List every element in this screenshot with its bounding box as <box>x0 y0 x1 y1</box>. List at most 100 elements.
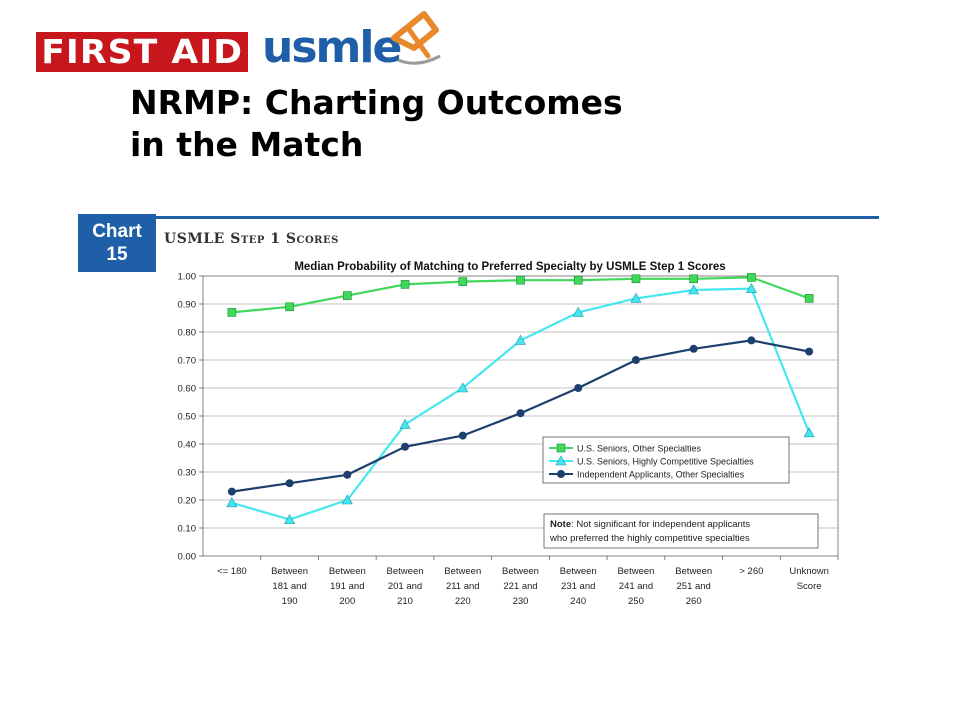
data-point <box>631 356 640 364</box>
x-tick-label: Between <box>502 566 539 577</box>
x-tick-label: 181 and <box>272 581 306 592</box>
data-point <box>343 470 352 479</box>
x-tick-label: Between <box>387 566 424 577</box>
y-tick-label: 0.40 <box>178 440 197 451</box>
x-tick-label: Between <box>271 566 308 577</box>
data-point <box>516 409 525 418</box>
data-point <box>399 418 411 429</box>
data-point <box>630 292 642 303</box>
data-point <box>804 294 814 303</box>
data-point <box>457 382 469 393</box>
data-point <box>227 308 237 317</box>
chart-number-badge: Chart 15 <box>78 214 156 272</box>
y-tick-label: 0.50 <box>178 412 197 423</box>
chart-title: Median Probability of Matching to Prefer… <box>294 261 725 273</box>
y-tick-label: 0.10 <box>178 524 197 535</box>
data-point <box>803 427 815 438</box>
chart-note: Note: Not significant for independent ap… <box>543 513 819 549</box>
y-tick-label: 0.70 <box>178 356 197 367</box>
legend-label: Independent Applicants, Other Specialtie… <box>577 470 745 480</box>
legend-swatch-marker <box>555 455 567 466</box>
chart-note-line2: who preferred the highly competitive spe… <box>549 533 750 544</box>
x-tick-label: Between <box>617 566 654 577</box>
y-tick-label: 0.80 <box>178 328 197 339</box>
data-point <box>688 284 700 295</box>
x-tick-label: Between <box>560 566 597 577</box>
x-tick-label: <= 180 <box>217 566 247 577</box>
x-tick-label: Score <box>797 581 822 592</box>
x-tick-label: 210 <box>397 596 413 607</box>
x-tick-label: Between <box>444 566 481 577</box>
data-point <box>227 487 236 496</box>
data-point <box>574 384 583 392</box>
x-tick-label: 260 <box>686 596 702 607</box>
x-tick-label: 221 and <box>503 581 537 592</box>
chart-note-label: Note <box>550 519 571 530</box>
chart-header-rule <box>156 216 879 219</box>
y-tick-label: 1.00 <box>178 272 197 283</box>
x-tick-label: 211 and <box>446 581 480 592</box>
x-tick-label: 251 and <box>677 581 711 592</box>
x-tick-label: 191 and <box>330 581 364 592</box>
data-point <box>400 280 410 289</box>
x-tick-label: 201 and <box>388 581 422 592</box>
data-point <box>516 275 525 285</box>
data-point <box>341 494 353 505</box>
legend-label: U.S. Seniors, Highly Competitive Special… <box>577 457 754 467</box>
legend-swatch-marker <box>556 443 566 453</box>
legend-box <box>542 436 790 484</box>
series-1 <box>227 273 814 317</box>
x-tick-label: 220 <box>455 596 471 607</box>
first-aid-logo-text: FIRST AID <box>41 32 243 71</box>
data-point <box>572 306 584 317</box>
x-tick-label: > 260 <box>739 566 763 577</box>
data-point <box>343 291 352 300</box>
chart-note-text1: : Not significant for independent applic… <box>571 519 750 530</box>
y-tick-label: 0.90 <box>178 300 197 311</box>
series-3 <box>227 336 814 496</box>
y-tick-label: 0.20 <box>178 496 197 507</box>
chart-badge-label: Chart <box>92 221 142 242</box>
x-tick-label: Between <box>675 566 712 577</box>
x-tick-label: 240 <box>570 596 586 607</box>
data-point <box>747 336 756 345</box>
x-tick-label: Between <box>329 566 366 577</box>
x-tick-label: Unknown <box>789 566 829 577</box>
data-point <box>573 275 583 285</box>
x-tick-label: 230 <box>513 596 529 607</box>
x-tick-label: 190 <box>282 596 298 607</box>
y-tick-label: 0.00 <box>178 552 197 563</box>
data-point <box>285 479 294 488</box>
data-point <box>689 344 698 353</box>
slide-title-line2: in the Match <box>130 125 364 164</box>
data-point <box>747 273 756 282</box>
data-point <box>226 497 238 508</box>
x-tick-label: 250 <box>628 596 644 607</box>
first-aid-logo: FIRST AID <box>36 32 248 72</box>
data-point <box>805 347 814 356</box>
x-tick-label: 241 and <box>619 581 653 592</box>
chart-note-line1: Note: Not significant for independent ap… <box>550 519 750 530</box>
series-2 <box>226 282 815 524</box>
usmle-logo: usmle <box>262 22 402 73</box>
data-point <box>514 334 527 345</box>
legend-label: U.S. Seniors, Other Specialties <box>577 444 702 454</box>
slide-title-line1: NRMP: Charting Outcomes <box>130 83 623 122</box>
y-tick-label: 0.60 <box>178 384 197 395</box>
chart-section-heading: USMLE Step 1 Scores <box>164 231 339 247</box>
data-point <box>458 277 468 286</box>
data-point <box>631 274 641 284</box>
data-point <box>689 274 698 284</box>
y-tick-label: 0.30 <box>178 468 197 479</box>
chart-badge-number: 15 <box>106 244 128 265</box>
x-tick-label: 200 <box>339 596 355 607</box>
data-point <box>284 513 296 524</box>
slide-title: NRMP: Charting Outcomes in the Match <box>130 82 770 166</box>
legend-swatch-marker <box>557 470 565 478</box>
usmle-star-icon <box>391 11 441 65</box>
chart-note-box <box>543 513 819 549</box>
data-point <box>458 431 467 440</box>
chart-legend: U.S. Seniors, Other Specialties U.S. Seni… <box>542 436 790 484</box>
data-point <box>285 302 294 312</box>
